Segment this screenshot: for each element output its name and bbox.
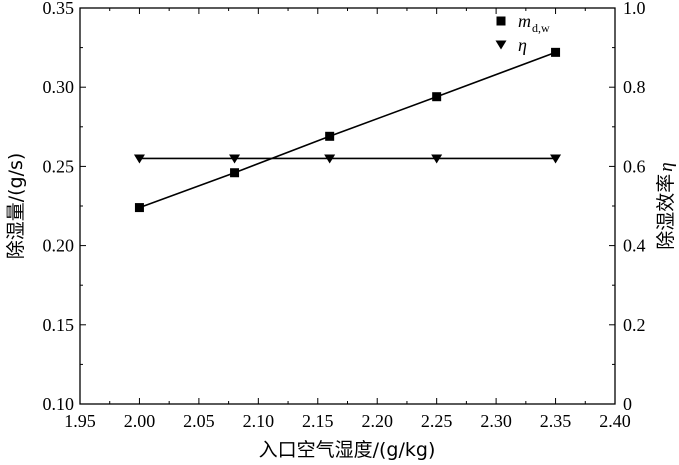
y-left-tick-label: 0.15 — [43, 315, 75, 335]
y-right-tick-label: 1.0 — [623, 0, 646, 18]
data-point-eta — [133, 154, 145, 164]
x-tick-label: 2.15 — [302, 411, 334, 431]
legend-label-mdw-main: m — [518, 11, 531, 31]
data-point-mdw — [551, 47, 561, 57]
y-right-tick-label: 0.4 — [623, 236, 646, 256]
y-left-tick-label: 0.20 — [43, 236, 75, 256]
data-point-mdw — [325, 131, 335, 141]
x-tick-label: 1.95 — [64, 411, 96, 431]
x-tick-label: 2.20 — [361, 411, 393, 431]
x-tick-label: 2.30 — [480, 411, 512, 431]
series-line-0 — [139, 51, 556, 209]
y-left-tick-label: 0.30 — [43, 77, 75, 97]
data-point-eta — [324, 154, 336, 164]
y-right-tick-label: 0.6 — [623, 156, 646, 176]
legend: md,w η — [495, 11, 550, 55]
data-point-eta — [550, 154, 562, 164]
x-tick-label: 2.25 — [421, 411, 453, 431]
x-tick-label: 2.10 — [243, 411, 275, 431]
x-tick-label: 2.00 — [124, 411, 156, 431]
x-tick-label: 2.40 — [599, 411, 631, 431]
y-left-tick-label: 0.25 — [43, 156, 75, 176]
series-layer — [133, 47, 562, 213]
y-left-tick-label: 0.35 — [43, 0, 75, 18]
legend-label-mdw-sub: d,w — [532, 21, 550, 35]
data-point-mdw — [432, 92, 442, 102]
left-y-axis-title: 除湿量/(g/s) — [5, 153, 27, 260]
legend-label-eta: η — [518, 35, 527, 55]
legend-label-mdw: md,w — [518, 11, 550, 35]
x-axis-title: 入口空气湿度/(g/kg) — [259, 439, 436, 461]
y-right-tick-label: 0.2 — [623, 315, 646, 335]
y-left-tick-label: 0.10 — [43, 394, 75, 414]
x-tick-label: 2.35 — [540, 411, 572, 431]
y-right-tick-label: 0.8 — [623, 77, 646, 97]
right-y-axis-title-text: 除湿效率 — [655, 174, 677, 250]
data-point-eta — [229, 154, 241, 164]
legend-marker-triangle — [495, 40, 507, 50]
x-tick-label: 2.05 — [183, 411, 215, 431]
right-y-axis-title: 除湿效率 η — [655, 162, 677, 249]
plot-frame — [79, 7, 616, 405]
right-y-axis-title-symbol: η — [656, 162, 677, 171]
legend-marker-square — [496, 16, 506, 26]
data-point-mdw — [134, 203, 144, 213]
data-point-eta — [431, 154, 443, 164]
ticks-layer: 1.95 2.00 2.05 2.10 2.15 2.20 2.25 2.30 2.35 2.40… — [43, 0, 646, 431]
data-point-mdw — [230, 168, 240, 178]
y-right-tick-label: 0 — [623, 394, 632, 414]
